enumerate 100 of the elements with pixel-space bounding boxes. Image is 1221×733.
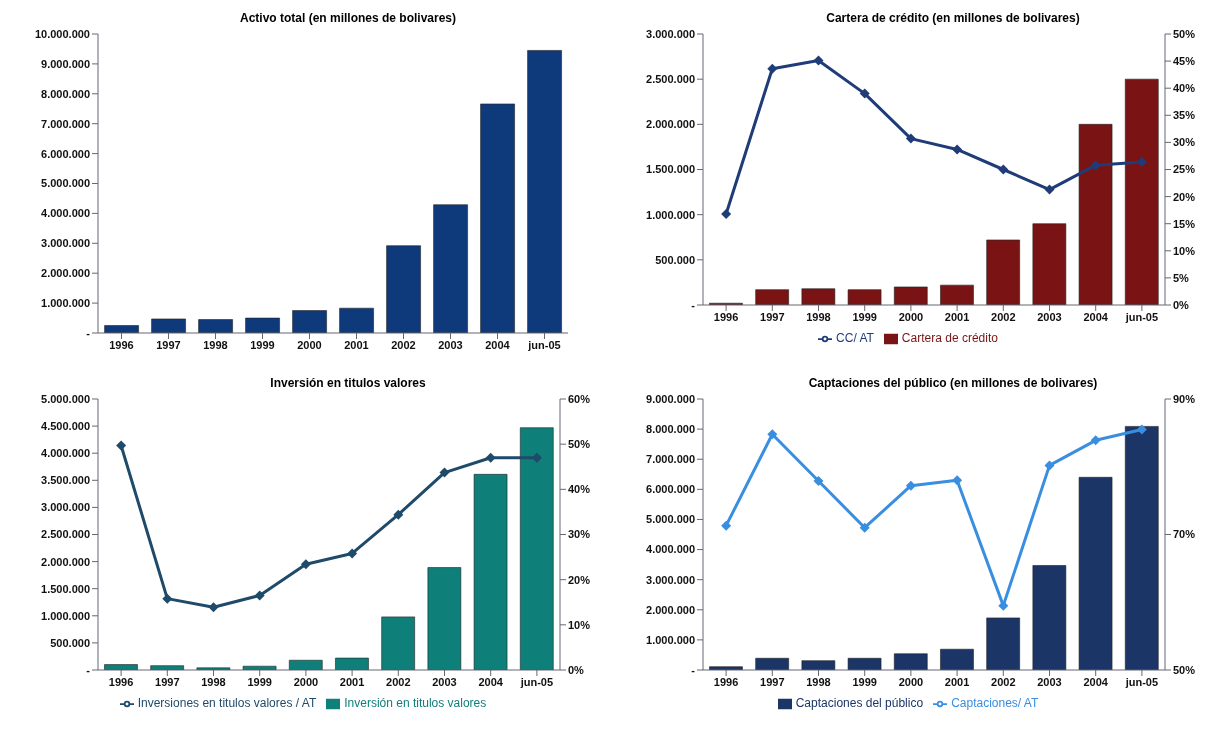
y2-tick-label: 40% bbox=[1173, 82, 1196, 95]
y-tick-label: 3.000.000 bbox=[41, 237, 90, 250]
y-tick-label: - bbox=[86, 663, 91, 676]
x-tick-label: 2002 bbox=[991, 310, 1016, 323]
x-tick-label: 2004 bbox=[1083, 675, 1109, 688]
y-tick-label: 8.000.000 bbox=[41, 87, 90, 100]
y-tick-label: 10.000.000 bbox=[34, 27, 90, 40]
y2-tick-label: 30% bbox=[1173, 136, 1196, 149]
y-tick-label: - bbox=[86, 326, 91, 339]
y-tick-label: 5.000.000 bbox=[646, 513, 695, 526]
x-tick-label: 1999 bbox=[247, 675, 272, 688]
y2-tick-label: 10% bbox=[568, 618, 591, 631]
y2-tick-label: 50% bbox=[568, 438, 591, 451]
x-tick-label: 1998 bbox=[203, 338, 228, 351]
y-tick-label: 1.000.000 bbox=[41, 609, 90, 622]
y2-tick-label: 50% bbox=[1173, 27, 1196, 40]
x-tick-label: 2001 bbox=[944, 675, 970, 688]
legend-label: Inversiones en titulos valores / AT bbox=[137, 696, 317, 710]
y-tick-label: 9.000.000 bbox=[41, 57, 90, 70]
y-tick-label: 1.000.000 bbox=[41, 297, 90, 310]
y2-tick-label: 40% bbox=[568, 483, 591, 496]
y-tick-label: 7.000.000 bbox=[646, 453, 695, 466]
x-tick-label: 1996 bbox=[109, 338, 134, 351]
x-tick-label: 2000 bbox=[297, 338, 322, 351]
legend-label: Cartera de crédito bbox=[901, 331, 998, 345]
x-tick-label: 1997 bbox=[156, 338, 181, 351]
y-tick-label: 4.000.000 bbox=[41, 447, 90, 460]
y-tick-label: 2.500.000 bbox=[41, 528, 90, 541]
y-tick-label: 1.000.000 bbox=[646, 633, 695, 646]
y-tick-label: 2.000.000 bbox=[646, 118, 695, 131]
x-tick-label: 1998 bbox=[806, 310, 831, 323]
y-tick-label: 500.000 bbox=[655, 253, 695, 266]
x-tick-label: 2001 bbox=[344, 338, 369, 351]
y2-tick-label: 0% bbox=[568, 663, 585, 676]
y-tick-label: 9.000.000 bbox=[646, 392, 695, 405]
x-tick-label: 1998 bbox=[201, 675, 226, 688]
y2-tick-label: 5% bbox=[1173, 271, 1190, 284]
y-tick-label: 6.000.000 bbox=[41, 147, 90, 160]
y2-tick-label: 10% bbox=[1173, 244, 1196, 257]
chart-title: Captaciones del público (en millones de bolivares) bbox=[807, 375, 1099, 392]
chart-title: Activo total (en millones de bolivares) bbox=[238, 10, 457, 27]
y-tick-label: 7.000.000 bbox=[41, 117, 90, 130]
x-tick-label: 1997 bbox=[760, 675, 785, 688]
y-tick-label: 2.000.000 bbox=[646, 603, 695, 616]
y-tick-label: - bbox=[691, 298, 696, 311]
y2-tick-label: 35% bbox=[1173, 109, 1196, 122]
y-tick-label: 500.000 bbox=[50, 636, 90, 649]
y-tick-label: 4.000.000 bbox=[646, 543, 695, 556]
legend-label: Captaciones/ AT bbox=[951, 696, 1039, 710]
y-tick-label: 3.000.000 bbox=[646, 573, 695, 586]
y-tick-label: 4.500.000 bbox=[41, 420, 90, 433]
y-tick-label: - bbox=[691, 663, 696, 676]
x-tick-label: jun-05 bbox=[1124, 675, 1159, 688]
x-tick-label: 2004 bbox=[478, 675, 504, 688]
y2-tick-label: 0% bbox=[1173, 298, 1190, 311]
legend-label: Captaciones del público bbox=[795, 696, 924, 710]
y-tick-label: 4.000.000 bbox=[41, 207, 90, 220]
x-tick-label: 2003 bbox=[1037, 310, 1062, 323]
x-tick-label: 1996 bbox=[713, 310, 739, 323]
y-tick-label: 2.500.000 bbox=[646, 73, 695, 86]
y2-tick-label: 15% bbox=[1173, 217, 1196, 230]
y2-tick-label: 90% bbox=[1173, 392, 1196, 405]
y-tick-label: 1.000.000 bbox=[646, 208, 695, 221]
x-tick-label: 2002 bbox=[386, 675, 411, 688]
y2-tick-label: 60% bbox=[568, 392, 591, 405]
y2-tick-label: 25% bbox=[1173, 163, 1196, 176]
y-tick-label: 3.000.000 bbox=[646, 27, 695, 40]
x-tick-label: 1999 bbox=[852, 675, 877, 688]
y2-tick-label: 20% bbox=[568, 573, 591, 586]
x-tick-label: jun-05 bbox=[519, 675, 554, 688]
x-tick-label: 1999 bbox=[852, 310, 877, 323]
y-tick-label: 6.000.000 bbox=[646, 483, 695, 496]
y2-tick-label: 45% bbox=[1173, 55, 1196, 67]
x-tick-label: 2004 bbox=[485, 338, 511, 351]
x-tick-label: 1996 bbox=[713, 675, 739, 688]
x-tick-label: 1997 bbox=[155, 675, 180, 688]
x-tick-label: 1999 bbox=[250, 338, 275, 351]
x-tick-label: 2004 bbox=[1083, 310, 1109, 323]
x-tick-label: 2000 bbox=[898, 310, 924, 323]
x-tick-label: 2002 bbox=[991, 675, 1016, 688]
legend-label: CC/ AT bbox=[836, 331, 874, 345]
y-tick-label: 5.000.000 bbox=[41, 392, 90, 405]
x-tick-label: jun-05 bbox=[527, 338, 561, 351]
chart-title: Inversión en titulos valores bbox=[269, 375, 427, 392]
y-tick-label: 8.000.000 bbox=[646, 423, 695, 436]
y-tick-label: 2.000.000 bbox=[41, 267, 90, 280]
chart-title: Cartera de crédito (en millones de bolivares) bbox=[825, 10, 1081, 27]
x-tick-label: 2001 bbox=[944, 310, 970, 323]
y2-tick-label: 20% bbox=[1173, 190, 1196, 203]
y-tick-label: 5.000.000 bbox=[41, 177, 90, 190]
x-tick-label: 1998 bbox=[806, 675, 831, 688]
y-tick-label: 1.500.000 bbox=[646, 163, 695, 176]
x-tick-label: 2003 bbox=[438, 338, 463, 351]
y-tick-label: 1.500.000 bbox=[41, 582, 90, 595]
x-tick-label: 2002 bbox=[391, 338, 416, 351]
y2-tick-label: 50% bbox=[1173, 663, 1196, 676]
x-tick-label: 2001 bbox=[339, 675, 365, 688]
x-tick-label: 2003 bbox=[432, 675, 457, 688]
x-tick-label: jun-05 bbox=[1124, 310, 1159, 323]
legend-label: Inversión en titulos valores bbox=[344, 696, 487, 710]
